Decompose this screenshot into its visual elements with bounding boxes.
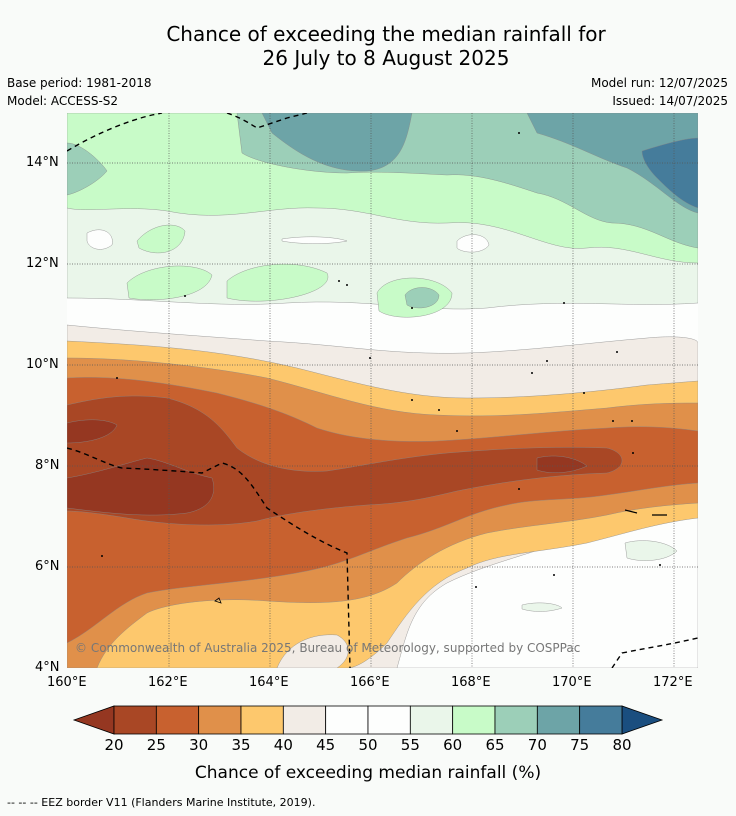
lon-label-168e: 168°E bbox=[451, 675, 491, 690]
colorbar-tick-label: 25 bbox=[147, 736, 166, 754]
colorbar-swatch bbox=[452, 705, 496, 735]
lon-label-164e: 164°E bbox=[249, 675, 289, 690]
lat-label-12n: 12°N bbox=[26, 256, 59, 271]
lat-label-4n: 4°N bbox=[35, 660, 60, 675]
lon-label-160e: 160°E bbox=[47, 675, 87, 690]
lon-label-162e: 162°E bbox=[148, 675, 188, 690]
eez-border-lines bbox=[67, 113, 698, 668]
colorbar-low-arrow bbox=[72, 705, 115, 735]
colorbar-tick-label: 40 bbox=[274, 736, 293, 754]
colorbar-swatch bbox=[536, 705, 581, 735]
map-frame bbox=[67, 113, 698, 668]
colorbar-tick-label: 55 bbox=[401, 736, 420, 754]
lon-label-170e: 170°E bbox=[552, 675, 592, 690]
colorbar: 20 25 30 35 40 45 50 55 60 65 70 75 80 bbox=[72, 705, 664, 754]
meta-right: Model run: 12/07/2025 Issued: 14/07/2025 bbox=[591, 74, 728, 110]
colorbar-swatch bbox=[282, 705, 327, 735]
map-title: Chance of exceeding the median rainfall … bbox=[0, 22, 736, 70]
eez-footnote: -- -- -- EEZ border V11 (Flanders Marine… bbox=[7, 796, 316, 809]
lat-label-14n: 14°N bbox=[26, 155, 59, 170]
colorbar-tick-label: 20 bbox=[104, 736, 123, 754]
title-line-1: Chance of exceeding the median rainfall … bbox=[166, 22, 606, 46]
title-line-2: 26 July to 8 August 2025 bbox=[262, 46, 510, 70]
copyright-notice: © Commonwealth of Australia 2025, Bureau… bbox=[75, 641, 581, 655]
issued-date: Issued: 14/07/2025 bbox=[612, 94, 728, 108]
colorbar-tick-label: 35 bbox=[231, 736, 250, 754]
colorbar-tick-label: 80 bbox=[612, 736, 631, 754]
colorbar-swatch bbox=[409, 705, 454, 735]
colorbar-swatch bbox=[113, 705, 157, 735]
lon-label-172e: 172°E bbox=[653, 675, 693, 690]
colorbar-tick-label: 45 bbox=[316, 736, 335, 754]
lat-label-8n: 8°N bbox=[35, 458, 60, 473]
colorbar-high-arrow bbox=[621, 705, 664, 735]
colorbar-swatch bbox=[198, 705, 242, 735]
colorbar-tick-label: 70 bbox=[528, 736, 547, 754]
colorbar-swatch bbox=[155, 705, 200, 735]
rainfall-map bbox=[67, 113, 698, 668]
colorbar-tick-label: 65 bbox=[485, 736, 504, 754]
island-markers bbox=[101, 132, 661, 588]
colorbar-tick-label: 60 bbox=[443, 736, 462, 754]
colorbar-label: Chance of exceeding median rainfall (%) bbox=[194, 763, 542, 783]
colorbar-swatch bbox=[240, 705, 284, 735]
meta-left: Base period: 1981-2018 Model: ACCESS-S2 bbox=[7, 74, 152, 110]
base-period: Base period: 1981-2018 bbox=[7, 76, 152, 90]
model-name: Model: ACCESS-S2 bbox=[7, 94, 119, 108]
colorbar-swatch bbox=[367, 705, 411, 735]
lon-label-166e: 166°E bbox=[350, 675, 390, 690]
colorbar-tick-label: 30 bbox=[189, 736, 208, 754]
lat-label-10n: 10°N bbox=[26, 357, 59, 372]
colorbar-swatch bbox=[579, 705, 623, 735]
colorbar-swatch bbox=[325, 705, 369, 735]
colorbar-tick-label: 75 bbox=[570, 736, 589, 754]
map-svg bbox=[67, 113, 698, 668]
colorbar-tick-label: 50 bbox=[358, 736, 377, 754]
model-run: Model run: 12/07/2025 bbox=[590, 76, 728, 90]
lat-label-6n: 6°N bbox=[35, 559, 60, 574]
colorbar-swatch bbox=[494, 705, 538, 735]
